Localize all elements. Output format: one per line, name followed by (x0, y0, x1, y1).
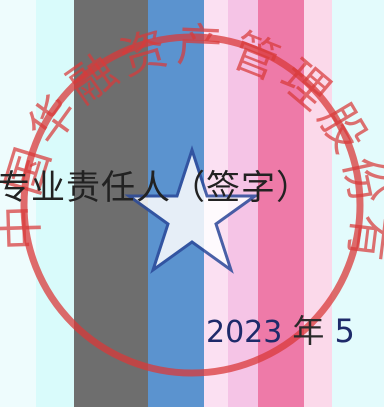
band-cyan-left-2 (36, 0, 74, 407)
band-pink-pale (304, 0, 332, 407)
signature-line: 专业责任人（签字） (0, 168, 311, 208)
date-month: 5 (334, 312, 355, 350)
date-line: 2023 年 5 (206, 306, 355, 352)
date-year: 2023 (206, 315, 283, 350)
date-year-label: 年 (292, 312, 325, 350)
band-cyan-left (0, 0, 36, 407)
